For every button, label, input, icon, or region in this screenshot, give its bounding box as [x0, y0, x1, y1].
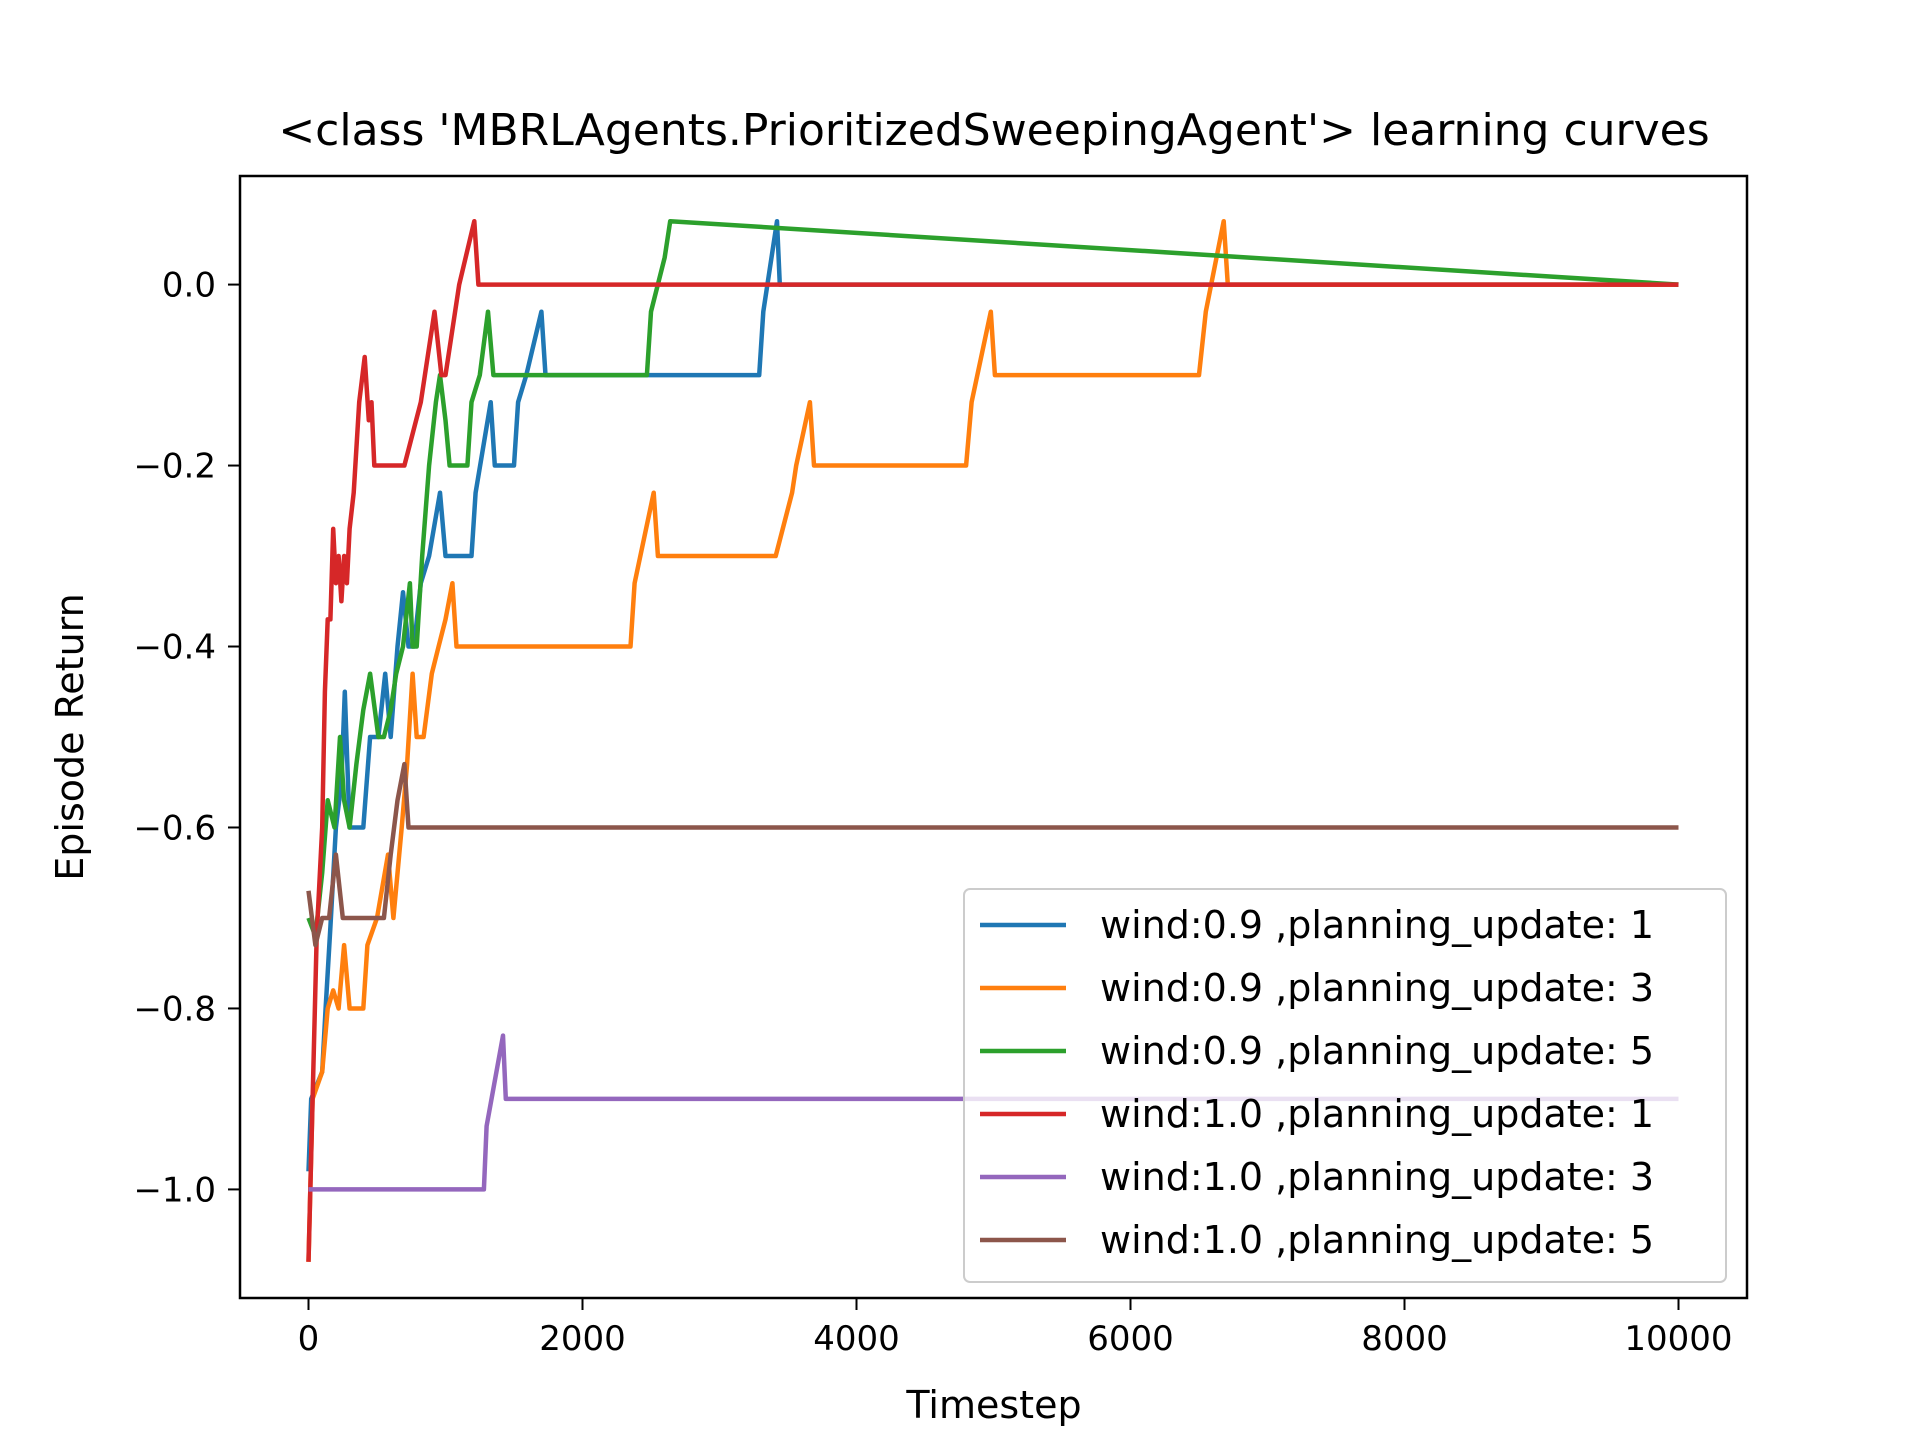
y-tick-label: −0.2 [133, 447, 216, 487]
series-line-3 [306, 218, 1679, 939]
x-tick-label: 2000 [539, 1319, 626, 1359]
plot-area-frame [238, 174, 1749, 1300]
x-axis-label: Timestep [905, 1383, 1081, 1427]
series-line-6 [306, 761, 1679, 948]
y-tick-label: −0.8 [133, 989, 216, 1029]
x-tick-label: 0 [298, 1319, 320, 1359]
series-line-4 [306, 218, 1679, 1262]
legend-label-6: wind:1.0 ,planning_update: 5 [1100, 1218, 1654, 1262]
x-axis-ticks: 0 2000 4000 6000 8000 10000 [298, 1298, 1733, 1359]
legend-label-3: wind:0.9 ,planning_update: 5 [1100, 1029, 1654, 1073]
series-line-5 [308, 1033, 1679, 1192]
y-tick-label: −0.4 [133, 628, 216, 668]
y-axis-ticks: −1.0 −0.8 −0.6 −0.4 −0.2 0.0 [133, 266, 240, 1210]
legend-label-4: wind:1.0 ,planning_update: 1 [1100, 1092, 1654, 1136]
legend-label-5: wind:1.0 ,planning_update: 3 [1100, 1155, 1654, 1199]
x-tick-label: 8000 [1361, 1319, 1448, 1359]
x-tick-label: 6000 [1087, 1319, 1174, 1359]
x-tick-label: 4000 [813, 1319, 900, 1359]
y-tick-label: −0.6 [133, 808, 216, 848]
series-lines [306, 218, 1679, 1262]
legend: wind:0.9 ,planning_update: 1 wind:0.9 ,pl… [963, 888, 1727, 1283]
legend-box [963, 888, 1727, 1283]
chart-title: <class 'MBRLAgents.PrioritizedSweepingAg… [278, 105, 1709, 156]
y-tick-label: 0.0 [162, 266, 216, 306]
series-line-2 [306, 218, 1679, 1262]
y-tick-label: −1.0 [133, 1170, 216, 1210]
x-tick-label: 10000 [1624, 1319, 1732, 1359]
legend-label-1: wind:0.9 ,planning_update: 1 [1100, 903, 1654, 947]
y-axis-label: Episode Return [48, 593, 92, 880]
legend-label-2: wind:0.9 ,planning_update: 3 [1100, 966, 1654, 1010]
